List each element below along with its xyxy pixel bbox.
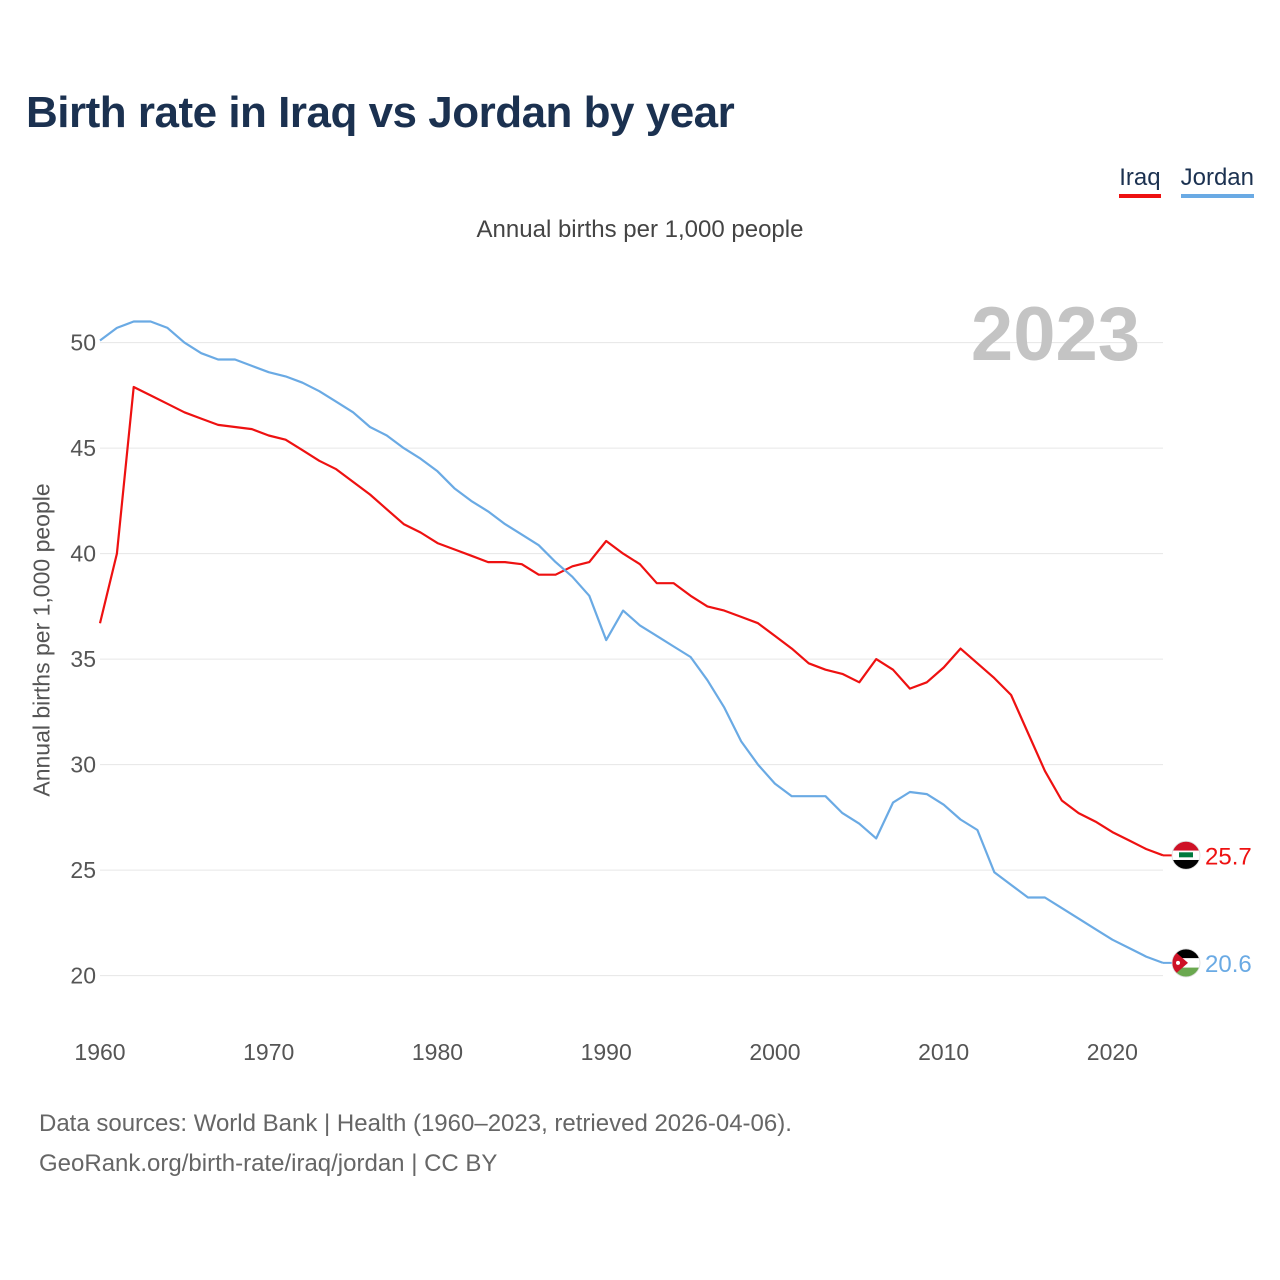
end-labels: 25.7 20.6	[1163, 840, 1252, 978]
year-watermark: 2023	[971, 292, 1140, 377]
source-line-2[interactable]: GeoRank.org/birth-rate/iraq/jordan | CC …	[39, 1150, 498, 1177]
gridlines	[100, 342, 1163, 977]
legend-item-iraq[interactable]: Iraq	[1119, 164, 1161, 198]
x-tick-label: 2000	[749, 1039, 800, 1065]
series-lines	[98, 320, 1164, 964]
y-tick-label: 35	[70, 646, 96, 672]
series-line-jordan[interactable]	[99, 320, 1164, 964]
legend-item-jordan[interactable]: Jordan	[1180, 164, 1254, 198]
end-value-label-jordan: 20.6	[1205, 951, 1252, 978]
chart-title: Birth rate in Iraq vs Jordan by year	[26, 88, 735, 137]
source-line-1: Data sources: World Bank | Health (1960–…	[39, 1110, 792, 1137]
y-tick-label: 40	[70, 541, 96, 567]
end-value-label-iraq: 25.7	[1205, 843, 1252, 870]
y-tick-label: 25	[70, 857, 96, 883]
iraq-flag-icon	[1171, 840, 1201, 870]
y-axis-ticks: 20 25 30 35 40 45 50	[70, 330, 96, 989]
x-tick-label: 1980	[412, 1039, 463, 1065]
x-tick-label: 1970	[243, 1039, 294, 1065]
source-note: Data sources: World Bank | Health (1960–…	[39, 1104, 792, 1184]
legend: Iraq Jordan	[1119, 164, 1254, 198]
x-tick-label: 1990	[581, 1039, 632, 1065]
x-tick-label: 1960	[74, 1039, 125, 1065]
x-tick-label: 2010	[918, 1039, 969, 1065]
jordan-flag-icon	[1171, 948, 1201, 978]
y-tick-label: 30	[70, 752, 96, 778]
y-tick-label: 50	[70, 330, 96, 356]
x-axis-ticks: 1960 1970 1980 1990 2000 2010 2020	[74, 1039, 1138, 1065]
series-line-iraq[interactable]	[98, 385, 1164, 857]
y-tick-label: 45	[70, 435, 96, 461]
x-tick-label: 2020	[1087, 1039, 1138, 1065]
y-tick-label: 20	[70, 963, 96, 989]
chart-subtitle: Annual births per 1,000 people	[476, 216, 804, 243]
